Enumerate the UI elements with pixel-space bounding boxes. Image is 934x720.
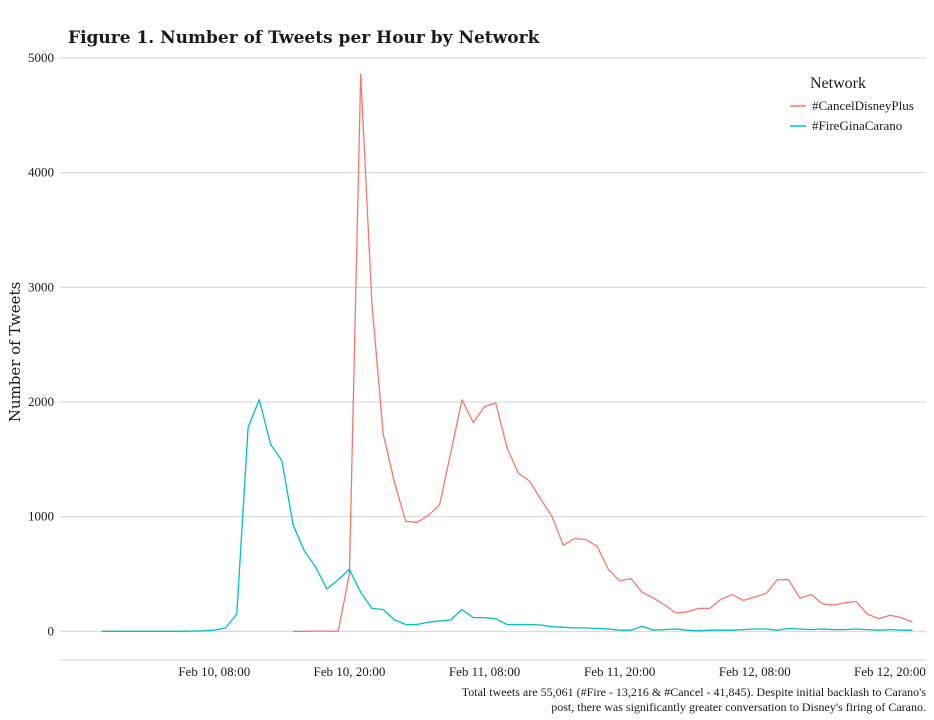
series-line-canceldisneyplus <box>293 73 913 632</box>
y-tick-label: 2000 <box>28 394 54 409</box>
legend-label: #CancelDisneyPlus <box>812 98 914 113</box>
legend-label: #FireGinaCarano <box>812 118 902 133</box>
x-tick-label: Feb 11, 08:00 <box>449 664 520 679</box>
series-line-fireginacarano <box>101 399 913 632</box>
chart-caption: Total tweets are 55,061 (#Fire - 13,216 … <box>306 685 926 715</box>
legend: Network #CancelDisneyPlus #FireGinaCarano <box>790 75 914 133</box>
legend-title: Network <box>810 75 866 92</box>
caption-line: post, there was significantly greater co… <box>551 700 926 714</box>
chart-title: Figure 1. Number of Tweets per Hour by N… <box>68 28 540 48</box>
caption-line: Total tweets are 55,061 (#Fire - 13,216 … <box>461 685 926 699</box>
x-tick-label: Feb 12, 20:00 <box>854 664 926 679</box>
x-tick-label: Feb 10, 20:00 <box>313 664 385 679</box>
gridlines <box>60 57 926 632</box>
x-axis: Feb 10, 08:00 Feb 10, 20:00 Feb 11, 08:00 F… <box>60 659 926 679</box>
series-lines <box>101 73 913 632</box>
y-tick-label: 0 <box>48 623 55 638</box>
y-tick-label: 1000 <box>28 509 54 524</box>
y-tick-label: 4000 <box>28 165 54 180</box>
x-tick-label: Feb 10, 08:00 <box>178 664 250 679</box>
x-tick-label: Feb 12, 08:00 <box>719 664 791 679</box>
x-tick-label: Feb 11, 20:00 <box>584 664 655 679</box>
y-axis: 0 1000 2000 3000 4000 5000 <box>28 50 54 638</box>
y-tick-label: 3000 <box>28 279 54 294</box>
y-axis-label: Number of Tweets <box>6 282 24 423</box>
y-tick-label: 5000 <box>28 50 54 65</box>
